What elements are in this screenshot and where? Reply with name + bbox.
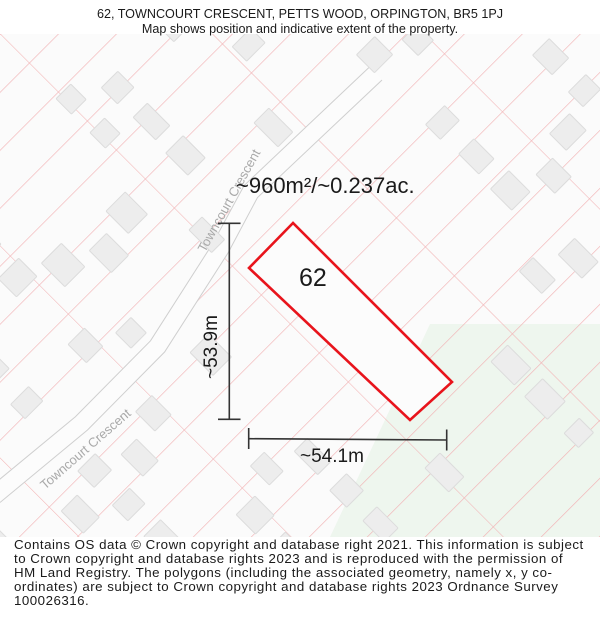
svg-text:62: 62 xyxy=(299,264,327,292)
svg-text:~960m²/~0.237ac.: ~960m²/~0.237ac. xyxy=(236,173,415,198)
svg-text:~54.1m: ~54.1m xyxy=(300,446,364,467)
svg-text:~53.9m: ~53.9m xyxy=(201,315,222,379)
